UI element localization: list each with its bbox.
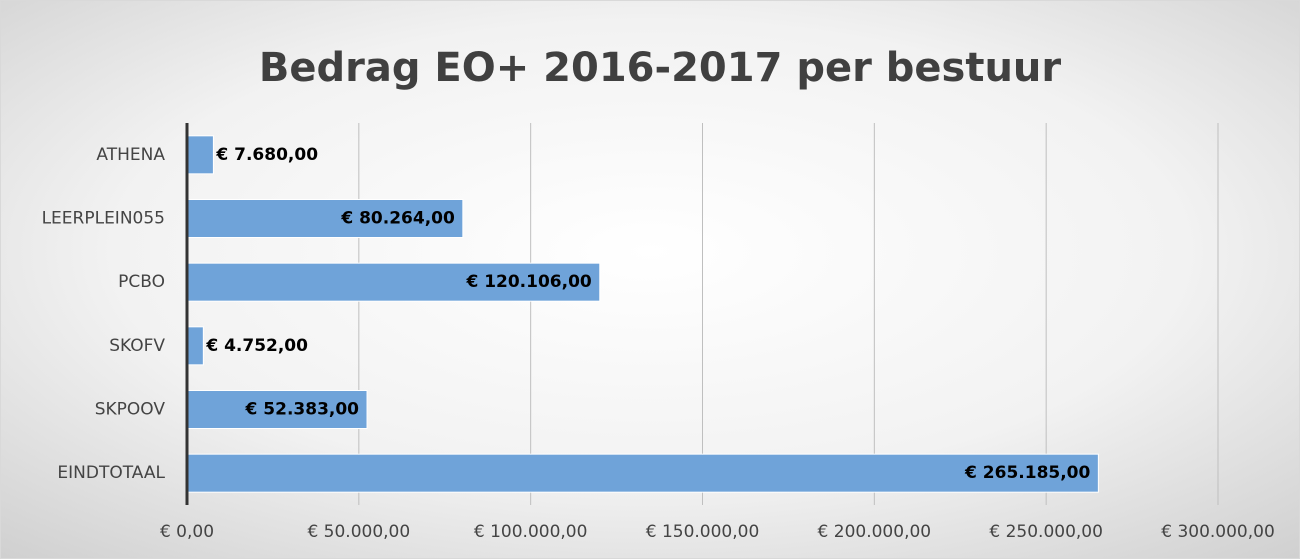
bars — [186, 135, 1099, 493]
data-label: € 52.383,00 — [245, 400, 360, 420]
x-tick-label: € 250.000,00 — [989, 522, 1103, 542]
y-tick-label: SKPOOV — [95, 400, 166, 420]
bar — [186, 135, 214, 175]
data-label: € 120.106,00 — [465, 272, 591, 292]
chart-title: Bedrag EO+ 2016-2017 per bestuur — [259, 45, 1062, 91]
bar — [186, 453, 1099, 493]
bar — [186, 199, 464, 238]
y-tick-label: LEERPLEIN055 — [42, 209, 165, 229]
y-tick-label: ATHENA — [96, 145, 165, 165]
x-tick-label: € 50.000,00 — [307, 522, 410, 542]
x-tick-label: € 150.000,00 — [646, 522, 760, 542]
data-label: € 4.752,00 — [205, 336, 308, 356]
labels: € 0,00 € 50.000,00 € 100.000,00 € 150.000,0… — [42, 145, 1275, 542]
data-label: € 7.680,00 — [215, 145, 318, 165]
y-tick-label: EINDTOTAAL — [57, 463, 165, 483]
data-label: € 265.185,00 — [964, 463, 1090, 483]
x-tick-label: € 200.000,00 — [818, 522, 932, 542]
bar — [186, 326, 204, 366]
x-tick-label: € 100.000,00 — [474, 522, 588, 542]
y-tick-label: PCBO — [118, 272, 165, 292]
x-tick-label: € 0,00 — [160, 522, 214, 542]
data-label: € 80.264,00 — [340, 209, 455, 229]
y-tick-label: SKOFV — [109, 336, 165, 356]
x-tick-label: € 300.000,00 — [1161, 522, 1275, 542]
